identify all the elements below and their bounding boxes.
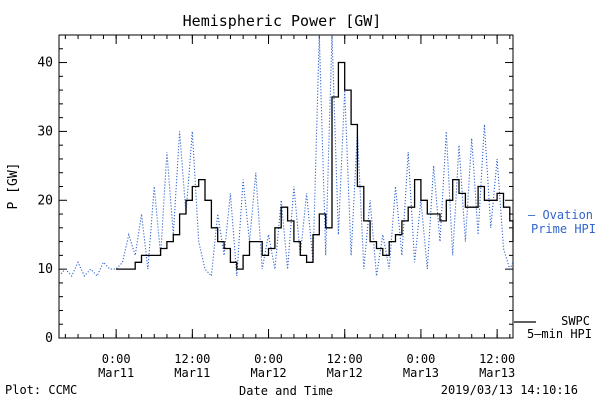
- legend-ovation-line2: Prime HPI: [531, 222, 596, 236]
- y-axis: 0 10 20 30 40: [37, 48, 513, 346]
- plot-timestamp: 2019/03/13 14:10:16: [440, 383, 578, 397]
- x-tick-label-date: Mar12: [250, 366, 286, 380]
- plot-frame: [58, 34, 514, 339]
- x-tick-label-time: 12:00: [479, 352, 515, 366]
- y-tick-label: 20: [37, 193, 53, 208]
- x-axis-label: Date and Time: [239, 384, 333, 398]
- x-tick-label-time: 12:00: [174, 352, 210, 366]
- x-tick-label-time: 0:00: [406, 352, 435, 366]
- legend-swpc-line1: SWPC: [561, 314, 590, 328]
- y-tick-label: 0: [45, 331, 53, 346]
- y-axis-label: P [GW]: [6, 163, 21, 210]
- x-tick-label-date: Mar13: [479, 366, 515, 380]
- x-tick-label-date: Mar11: [174, 366, 210, 380]
- x-axis: 0:00Mar1112:00Mar110:00Mar1212:00Mar120:…: [64, 35, 515, 380]
- y-tick-label: 30: [37, 124, 53, 139]
- y-tick-label: 10: [37, 262, 53, 277]
- x-tick-label-time: 0:00: [254, 352, 283, 366]
- x-tick-label-time: 0:00: [102, 352, 131, 366]
- plot-credit: Plot: CCMC: [5, 383, 78, 397]
- x-tick-label-date: Mar12: [327, 366, 363, 380]
- x-tick-label-time: 12:00: [327, 352, 363, 366]
- legend-ovation-line1: – Ovation: [528, 208, 593, 222]
- x-tick-label-date: Mar13: [403, 366, 439, 380]
- legend-swpc-line2: 5–min HPI: [527, 327, 592, 341]
- x-tick-label-date: Mar11: [98, 366, 134, 380]
- series-layer: [58, 34, 514, 278]
- y-tick-label: 40: [37, 56, 53, 71]
- series-line-ovation: [58, 34, 514, 278]
- chart-title: Hemispheric Power [GW]: [183, 12, 382, 30]
- series-line-swpc: [116, 61, 514, 270]
